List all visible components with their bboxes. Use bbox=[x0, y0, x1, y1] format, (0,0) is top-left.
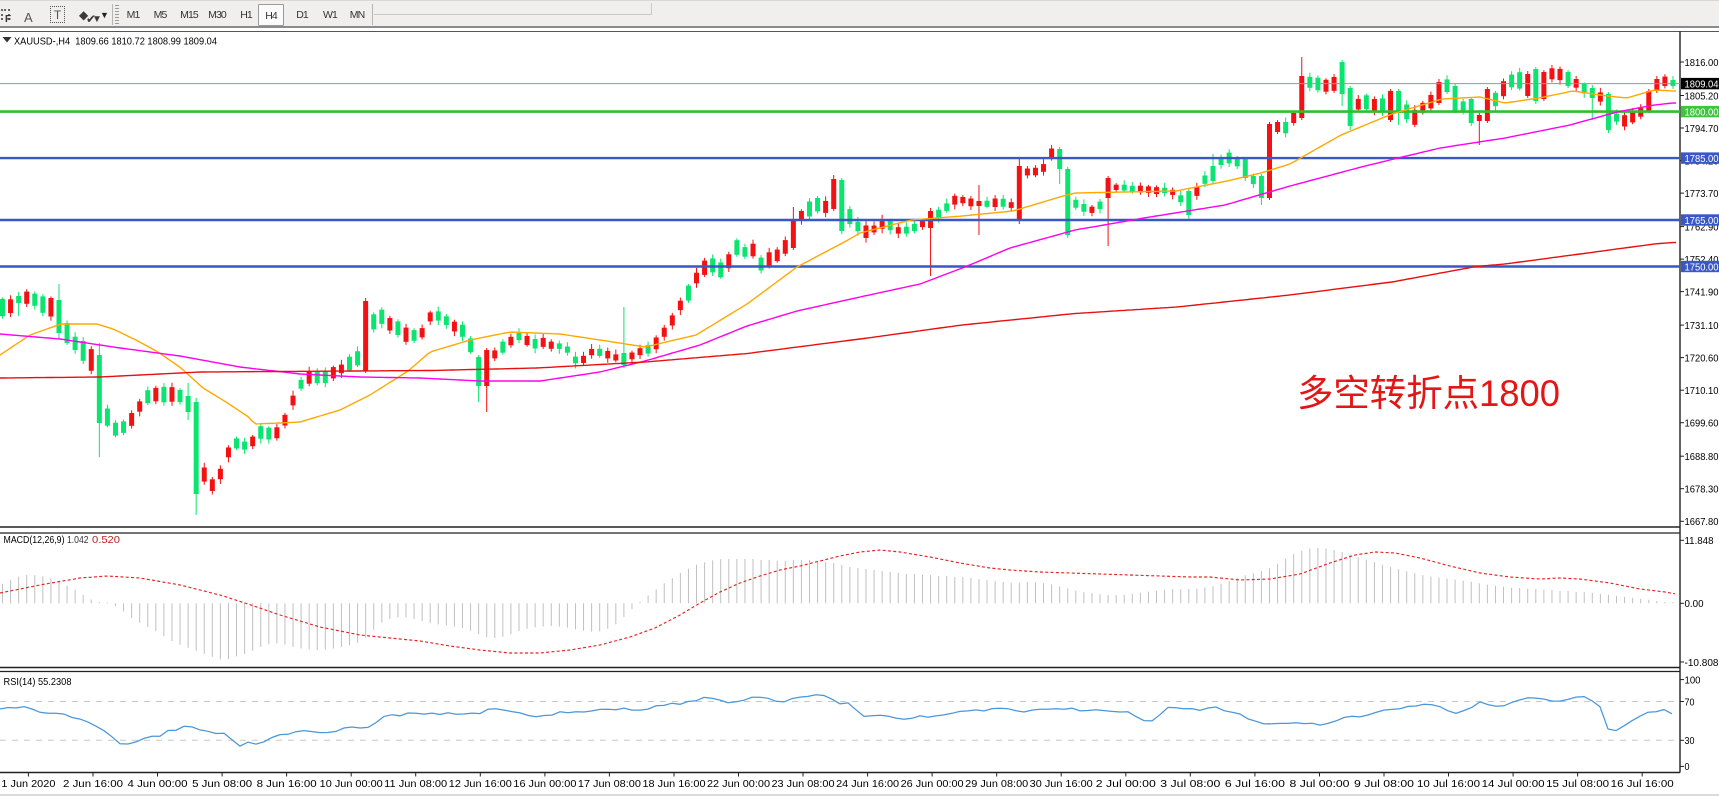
svg-text:24 Jun 16:00: 24 Jun 16:00 bbox=[836, 778, 899, 790]
svg-text:8 Jul 00:00: 8 Jul 00:00 bbox=[1290, 778, 1350, 790]
svg-text:1785.00: 1785.00 bbox=[1685, 153, 1719, 165]
svg-text:RSI(14) 55.2308: RSI(14) 55.2308 bbox=[4, 676, 72, 688]
svg-text:16 Jul 16:00: 16 Jul 16:00 bbox=[1611, 778, 1674, 790]
svg-text:23 Jun 08:00: 23 Jun 08:00 bbox=[772, 778, 835, 790]
svg-text:0: 0 bbox=[1685, 761, 1690, 773]
svg-text:1699.60: 1699.60 bbox=[1685, 418, 1719, 430]
svg-text:29 Jun 08:00: 29 Jun 08:00 bbox=[965, 778, 1028, 790]
svg-text:1816.00: 1816.00 bbox=[1685, 57, 1719, 69]
svg-text:-10.808: -10.808 bbox=[1685, 657, 1719, 669]
svg-text:1741.90: 1741.90 bbox=[1685, 286, 1719, 298]
svg-text:1805.20: 1805.20 bbox=[1685, 90, 1719, 102]
svg-text:18 Jun 16:00: 18 Jun 16:00 bbox=[643, 778, 706, 790]
svg-text:14 Jul 00:00: 14 Jul 00:00 bbox=[1482, 778, 1545, 790]
svg-text:4 Jun 00:00: 4 Jun 00:00 bbox=[128, 778, 188, 790]
svg-text:1678.30: 1678.30 bbox=[1685, 484, 1719, 496]
svg-text:1720.60: 1720.60 bbox=[1685, 352, 1719, 364]
svg-text:0.00: 0.00 bbox=[1685, 598, 1704, 610]
svg-text:9 Jul 08:00: 9 Jul 08:00 bbox=[1354, 778, 1414, 790]
svg-text:8 Jun 16:00: 8 Jun 16:00 bbox=[257, 778, 317, 790]
svg-text:1794.70: 1794.70 bbox=[1685, 123, 1719, 135]
svg-text:11.848: 11.848 bbox=[1685, 535, 1714, 547]
svg-text:3 Jul 08:00: 3 Jul 08:00 bbox=[1160, 778, 1220, 790]
svg-text:10 Jun 00:00: 10 Jun 00:00 bbox=[320, 778, 383, 790]
svg-text:22 Jun 00:00: 22 Jun 00:00 bbox=[707, 778, 770, 790]
svg-text:15 Jul 08:00: 15 Jul 08:00 bbox=[1546, 778, 1609, 790]
svg-text:1710.10: 1710.10 bbox=[1685, 385, 1719, 397]
svg-text:17 Jun 08:00: 17 Jun 08:00 bbox=[578, 778, 641, 790]
svg-text:1667.80: 1667.80 bbox=[1685, 516, 1719, 528]
svg-text:2 Jun 16:00: 2 Jun 16:00 bbox=[63, 778, 123, 790]
svg-text:10 Jul 16:00: 10 Jul 16:00 bbox=[1417, 778, 1480, 790]
svg-text:1809.04: 1809.04 bbox=[1685, 78, 1719, 90]
svg-text:70: 70 bbox=[1685, 696, 1695, 708]
svg-text:1800.00: 1800.00 bbox=[1685, 106, 1719, 118]
svg-text:XAUUSD-,H4 1809.66 1810.72 18: XAUUSD-,H4 1809.66 1810.72 1808.99 1809.… bbox=[14, 36, 217, 48]
svg-text:多空转折点1800: 多空转折点1800 bbox=[1297, 373, 1560, 414]
svg-text:1750.00: 1750.00 bbox=[1685, 261, 1719, 273]
svg-text:12 Jun 16:00: 12 Jun 16:00 bbox=[449, 778, 512, 790]
svg-text:26 Jun 00:00: 26 Jun 00:00 bbox=[901, 778, 964, 790]
svg-text:30: 30 bbox=[1685, 735, 1695, 747]
svg-text:0.520: 0.520 bbox=[92, 534, 120, 546]
svg-text:1731.10: 1731.10 bbox=[1685, 320, 1719, 332]
svg-text:6 Jul 16:00: 6 Jul 16:00 bbox=[1225, 778, 1285, 790]
svg-text:1765.00: 1765.00 bbox=[1685, 215, 1719, 227]
svg-text:100: 100 bbox=[1685, 674, 1701, 686]
svg-text:11 Jun 08:00: 11 Jun 08:00 bbox=[384, 778, 447, 790]
svg-text:30 Jun 16:00: 30 Jun 16:00 bbox=[1030, 778, 1093, 790]
svg-text:1688.80: 1688.80 bbox=[1685, 451, 1719, 463]
svg-text:2 Jul 00:00: 2 Jul 00:00 bbox=[1096, 778, 1156, 790]
svg-text:1 Jun 2020: 1 Jun 2020 bbox=[1, 778, 55, 790]
svg-text:1773.70: 1773.70 bbox=[1685, 188, 1719, 200]
svg-text:MACD(12,26,9): MACD(12,26,9) bbox=[4, 534, 65, 546]
svg-text:5 Jun 08:00: 5 Jun 08:00 bbox=[192, 778, 252, 790]
svg-text:16 Jun 00:00: 16 Jun 00:00 bbox=[513, 778, 576, 790]
svg-text:1.042: 1.042 bbox=[67, 534, 89, 546]
